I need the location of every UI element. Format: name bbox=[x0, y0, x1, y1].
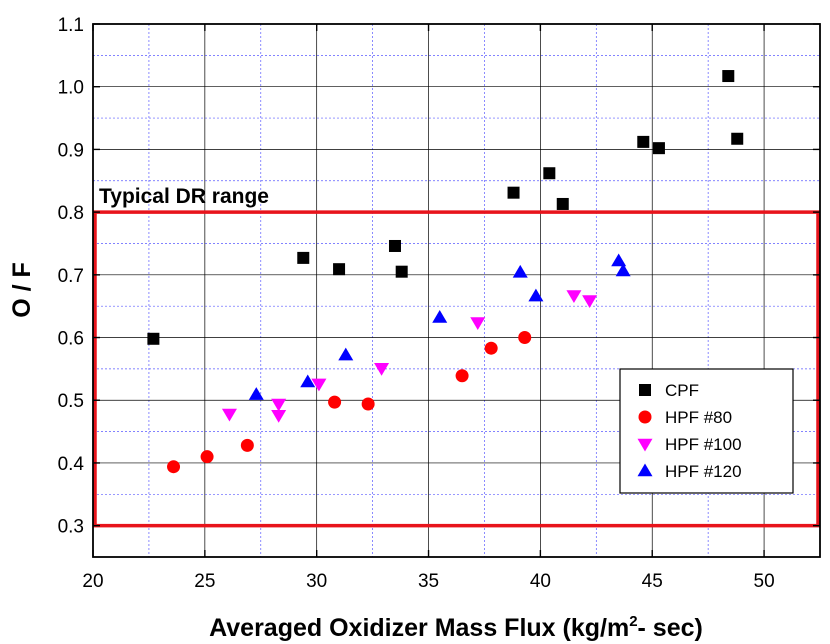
data-point-hpf-120 bbox=[615, 263, 631, 277]
x-tick-label: 30 bbox=[306, 571, 327, 592]
legend-marker-hpf-120 bbox=[637, 463, 653, 477]
data-points bbox=[147, 70, 744, 474]
data-point-hpf-80 bbox=[200, 450, 214, 464]
data-point-hpf-120 bbox=[611, 253, 627, 267]
y-tick-label: 1.1 bbox=[58, 15, 84, 36]
data-point-hpf-80 bbox=[240, 438, 254, 452]
x-axis-title-main: Averaged Oxidizer Mass Flux (kg/m bbox=[209, 614, 629, 642]
data-point-cpf bbox=[652, 142, 665, 155]
x-axis-title-sup: 2 bbox=[629, 613, 637, 630]
legend-label-hpf-80: HPF #80 bbox=[665, 408, 732, 427]
plot-frame bbox=[92, 23, 821, 558]
data-point-hpf-120 bbox=[300, 374, 316, 388]
data-point-cpf bbox=[507, 186, 520, 199]
y-tick-label: 0.9 bbox=[58, 140, 84, 161]
y-tick-label: 1.0 bbox=[58, 78, 84, 99]
data-point-hpf-100 bbox=[271, 410, 287, 423]
legend-items: CPF HPF #80 HPF #100 HPF #120 bbox=[637, 381, 742, 481]
data-point-cpf bbox=[395, 265, 408, 278]
data-point-hpf-120 bbox=[512, 264, 528, 278]
data-point-hpf-80 bbox=[518, 331, 532, 345]
data-point-hpf-80 bbox=[361, 397, 375, 411]
y-tick-labels: 0.3 0.4 0.5 0.6 0.7 0.8 0.9 1.0 1.1 bbox=[58, 15, 85, 538]
y-tick-label: 0.3 bbox=[58, 517, 84, 538]
data-point-hpf-120 bbox=[432, 309, 448, 323]
x-tick-label: 20 bbox=[82, 571, 103, 592]
data-point-hpf-80 bbox=[455, 369, 469, 383]
y-tick-label: 0.4 bbox=[58, 454, 85, 475]
x-tick-label: 50 bbox=[754, 571, 775, 592]
data-point-hpf-80 bbox=[328, 395, 342, 409]
x-tick-label: 25 bbox=[194, 571, 215, 592]
data-point-cpf bbox=[722, 70, 735, 83]
dr-range-rect bbox=[93, 210, 820, 528]
data-point-cpf bbox=[147, 332, 160, 345]
y-axis-title: O / F bbox=[8, 262, 36, 318]
data-point-hpf-80 bbox=[484, 341, 498, 355]
x-axis-title: Averaged Oxidizer Mass Flux (kg/m2- sec) bbox=[209, 613, 703, 642]
legend-label-hpf-100: HPF #100 bbox=[665, 435, 742, 454]
data-point-cpf bbox=[388, 239, 401, 252]
data-point-cpf bbox=[556, 197, 569, 210]
legend-label-cpf: CPF bbox=[665, 381, 699, 400]
x-tick-label: 45 bbox=[642, 571, 663, 592]
x-axis-title-tail: - sec) bbox=[638, 614, 703, 642]
y-tick-label: 0.6 bbox=[58, 329, 84, 350]
data-point-hpf-100 bbox=[311, 378, 327, 392]
data-point-hpf-120 bbox=[248, 387, 264, 400]
legend-marker-hpf-100 bbox=[637, 438, 653, 452]
data-point-cpf bbox=[333, 263, 346, 276]
x-tick-labels: 20 25 30 35 40 45 50 bbox=[82, 571, 774, 592]
data-point-hpf-100 bbox=[221, 408, 237, 422]
data-point-cpf bbox=[543, 167, 556, 180]
data-point-hpf-80 bbox=[167, 460, 181, 474]
y-tick-label: 0.8 bbox=[58, 203, 84, 224]
axis-ticks bbox=[92, 23, 820, 557]
y-tick-label: 0.7 bbox=[58, 266, 84, 287]
data-point-hpf-100 bbox=[374, 363, 390, 376]
typical-dr-range-label: Typical DR range bbox=[99, 185, 269, 208]
dr-range-region bbox=[93, 210, 820, 528]
legend: CPF HPF #80 HPF #100 HPF #120 bbox=[619, 368, 794, 494]
data-point-hpf-120 bbox=[528, 288, 544, 302]
x-tick-label: 40 bbox=[530, 571, 551, 592]
data-point-hpf-100 bbox=[566, 290, 582, 304]
legend-label-hpf-120: HPF #120 bbox=[665, 462, 742, 481]
legend-marker-cpf bbox=[639, 384, 651, 396]
data-point-cpf bbox=[731, 132, 744, 145]
data-point-hpf-100 bbox=[271, 398, 287, 412]
data-point-hpf-100 bbox=[470, 317, 486, 330]
data-point-cpf bbox=[297, 251, 310, 264]
y-tick-label: 0.5 bbox=[58, 391, 84, 412]
x-tick-label: 35 bbox=[418, 571, 439, 592]
data-point-hpf-100 bbox=[582, 295, 598, 309]
data-point-hpf-120 bbox=[338, 347, 354, 361]
data-point-cpf bbox=[637, 135, 650, 148]
legend-marker-hpf-80 bbox=[638, 410, 652, 424]
